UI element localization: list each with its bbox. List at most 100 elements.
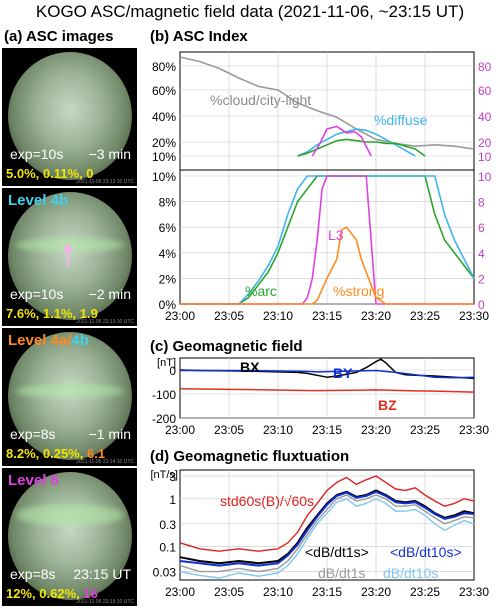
y-tick-label-left: 8% — [159, 196, 177, 210]
series-label: %diffuse — [374, 112, 428, 128]
asc-image-2: Level 4b exp=10s −2 min 7.6%, 1.1%, 1.9 … — [2, 188, 137, 326]
series-line-top — [297, 128, 416, 157]
x-tick-label: 23:05 — [214, 423, 244, 437]
timestamp-label: 2021-11-06 23:12:10 UTC — [76, 179, 134, 185]
relative-time-label: −3 min — [88, 146, 131, 162]
timestamp-label: 2021-11-06 23:15:10 UTC — [76, 599, 134, 605]
x-tick-label: 23:05 — [214, 585, 244, 599]
series-label: BX — [240, 359, 260, 375]
series-line-top — [297, 138, 426, 157]
series-line-bottom — [180, 175, 474, 305]
y-axis-unit: [nT/s] — [150, 469, 178, 481]
series-label: std60s(B)/√60s — [220, 493, 314, 509]
y-tick-label-left: 0% — [159, 298, 177, 312]
panel-d-label: (d) Geomagnetic fluxtuation — [150, 448, 350, 465]
y-tick-label-left: 10% — [152, 150, 176, 164]
y-tick-label-left: 6% — [159, 221, 177, 235]
series-label: %arc — [245, 283, 277, 299]
series-label: <dB/dt10s> — [390, 544, 462, 560]
x-tick-label: 23:00 — [165, 585, 195, 599]
aurora-band — [16, 504, 124, 526]
x-tick-label: 23:00 — [165, 309, 195, 323]
series-label: <dB/dt1s> — [305, 544, 369, 560]
x-tick-label: 23:05 — [214, 309, 244, 323]
panel-b-label: (b) ASC Index — [150, 28, 248, 45]
exposure-label: exp=8s — [10, 566, 56, 582]
y-tick-label-right: 40 — [478, 110, 492, 124]
series-line — [179, 490, 475, 567]
x-tick-label: 23:10 — [263, 585, 293, 599]
y-tick-label-right: 2 — [478, 272, 485, 286]
x-tick-label: 23:15 — [312, 309, 342, 323]
x-tick-label: 23:20 — [361, 585, 391, 599]
y-tick-label: 1 — [169, 493, 176, 507]
stats-label: 8.2%, 0.25%, 6.1 — [6, 446, 106, 461]
x-tick-label: 23:10 — [263, 423, 293, 437]
exposure-label: exp=8s — [10, 426, 56, 442]
y-tick-label: 0.03 — [153, 566, 177, 580]
level-label: Level 6 — [8, 472, 59, 489]
stats-label: 5.0%, 0.11%, 0 — [6, 166, 94, 181]
x-tick-label: 23:30 — [459, 423, 489, 437]
series-line — [179, 387, 475, 393]
y-tick-label-right: 20 — [478, 136, 492, 150]
series-line-top — [179, 56, 475, 150]
series-label: %strong — [333, 283, 384, 299]
asc-image-1: exp=10s −3 min 5.0%, 0.11%, 0 2021-11-06… — [2, 48, 137, 186]
sky-disc — [8, 52, 132, 180]
series-line-bottom — [180, 226, 474, 305]
y-tick-label-right: 6 — [478, 221, 485, 235]
y-tick-label-left: 10% — [152, 170, 176, 184]
y-tick-label: 0.3 — [159, 518, 176, 532]
y-tick-label-left: 40% — [152, 110, 176, 124]
level-label: Level 4a/4b — [8, 332, 89, 349]
y-tick-label-right: 10 — [478, 150, 492, 164]
asc-image-3: Level 4a/4b exp=8s −1 min 8.2%, 0.25%, 6… — [2, 328, 137, 466]
y-tick-label: 3 — [169, 470, 176, 484]
x-tick-label: 23:30 — [459, 585, 489, 599]
x-tick-label: 23:25 — [410, 309, 440, 323]
y-tick-label-left: 20% — [152, 136, 176, 150]
x-tick-label: 23:25 — [410, 423, 440, 437]
series-label: BY — [333, 365, 353, 381]
y-tick-label-right: 60 — [478, 84, 492, 98]
series-label: dB/dt10s — [383, 565, 438, 581]
y-tick-label-left: 2% — [159, 272, 177, 286]
y-tick-label-right: 8 — [478, 196, 485, 210]
exposure-label: exp=10s — [10, 286, 64, 302]
x-tick-label: 23:10 — [263, 309, 293, 323]
aurora-band — [16, 238, 124, 252]
x-tick-label: 23:25 — [410, 585, 440, 599]
series-label: dB/dt1s — [318, 565, 365, 581]
stats-label: 7.6%, 1.1%, 1.9 — [6, 306, 98, 321]
y-tick-label-right: 10 — [478, 170, 492, 184]
y-tick-label: -200 — [152, 412, 176, 426]
x-tick-label: 23:00 — [165, 423, 195, 437]
y-tick-label: 0 — [169, 364, 176, 378]
y-tick-label-right: 4 — [478, 247, 485, 261]
x-tick-label: 23:15 — [312, 423, 342, 437]
arrow-up-icon — [62, 243, 74, 266]
panel-c-label: (c) Geomagnetic field — [150, 338, 303, 355]
stats-label: 12%, 0.62%, 16 — [6, 586, 98, 601]
timestamp-label: 2021-11-06 23:13:10 UTC — [76, 319, 134, 325]
exposure-label: exp=10s — [10, 146, 64, 162]
series-line-top — [311, 125, 372, 157]
x-tick-label: 23:20 — [361, 309, 391, 323]
series-line — [179, 475, 475, 552]
timestamp-label: 2021-11-06 23:14:10 UTC — [76, 459, 134, 465]
sky-disc — [8, 192, 132, 320]
figure-title: KOGO ASC/magnetic field data (2021-11-06… — [35, 2, 465, 21]
y-tick-label-left: 80% — [152, 60, 176, 74]
y-axis-unit: [nT] — [157, 357, 176, 369]
series-line — [180, 369, 475, 379]
y-tick-label-left: 4% — [159, 247, 177, 261]
y-tick-label-right: 80 — [478, 60, 492, 74]
series-line — [179, 498, 475, 579]
y-tick-label-right: 0 — [478, 298, 485, 312]
relative-time-label: −2 min — [88, 286, 131, 302]
relative-time-label: 23:15 UT — [73, 566, 131, 582]
y-tick-label: 0.1 — [159, 541, 176, 555]
x-tick-label: 23:30 — [459, 309, 489, 323]
